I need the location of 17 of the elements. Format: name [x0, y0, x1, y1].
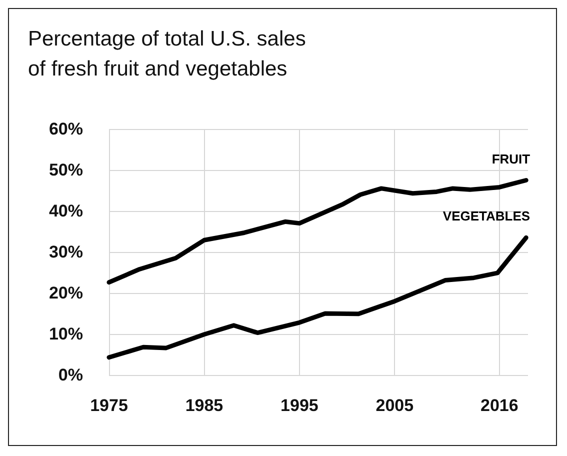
line-series	[106, 235, 528, 360]
x-tick-label: 2016	[480, 396, 518, 415]
y-tick-label: 0%	[58, 366, 83, 384]
y-tick-label: 30%	[48, 242, 83, 262]
y-tick-label: 10%	[48, 324, 83, 344]
x-tick-label: 1995	[280, 396, 318, 415]
x-tick-label: 1985	[185, 396, 224, 415]
x-tick-label: 2005	[376, 396, 414, 415]
y-tick-label: 50%	[48, 160, 83, 180]
line-series	[106, 178, 528, 285]
y-tick-label: 20%	[48, 284, 83, 302]
y-tick-label: 40%	[48, 202, 83, 220]
series-label: FRUIT	[492, 151, 530, 166]
series-label: VEGETABLES	[442, 208, 530, 224]
x-tick-label: 1975	[90, 396, 128, 415]
y-tick-label: 60%	[48, 120, 83, 138]
chart-title: Percentage of total U.S. sales of fresh fruit and vegetables	[28, 28, 306, 80]
